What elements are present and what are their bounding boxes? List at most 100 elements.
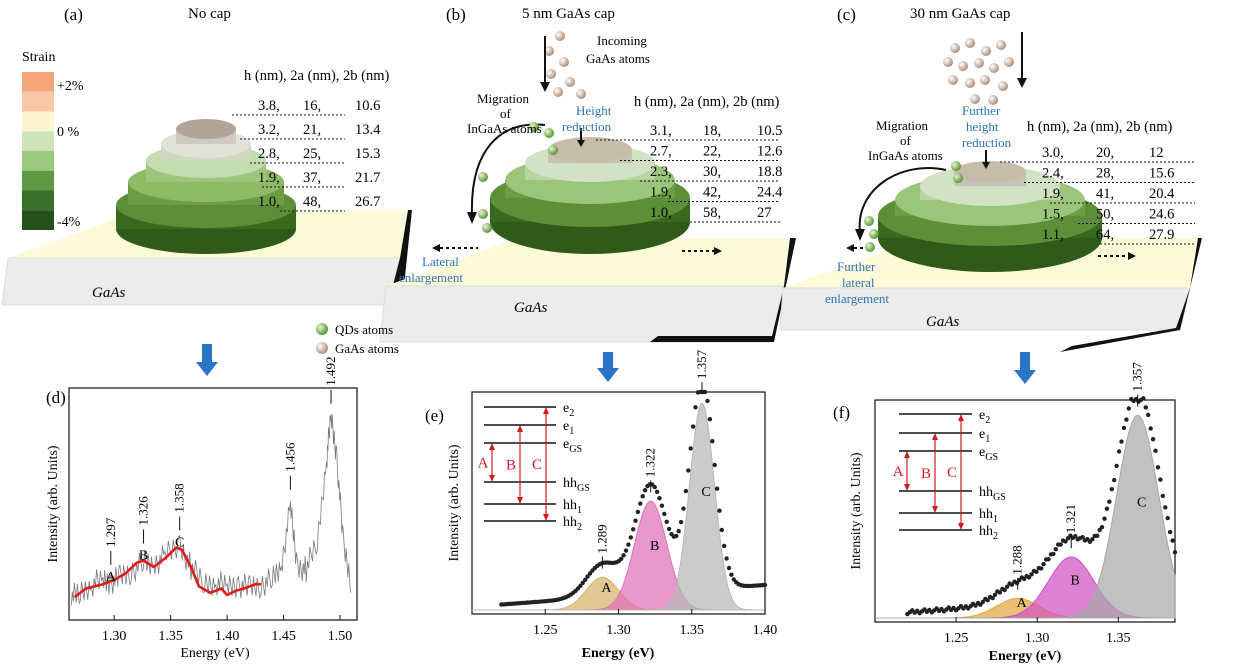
label-backdrop	[891, 462, 905, 480]
data-point	[717, 508, 722, 513]
data-point	[693, 405, 698, 410]
size-table-b-cell: 58,	[703, 205, 721, 221]
size-table-b-cell: 3.1,	[650, 123, 672, 139]
arrow-head	[932, 506, 938, 513]
size-table-c-cell: 3.0,	[1042, 145, 1064, 161]
data-point	[1121, 425, 1127, 431]
energy-level-label: hhGS	[563, 476, 590, 494]
size-table-b-cell: 10.5	[757, 123, 782, 139]
data-point	[635, 509, 641, 515]
size-table-b-cell: 18.8	[757, 164, 782, 180]
size-table-c-cell: 2.4,	[1042, 166, 1064, 182]
migration-label-b-3: InGaAs atoms	[467, 121, 542, 136]
chart-d-tick-label: 1.45	[271, 629, 296, 644]
size-table-a-cell: 10.6	[355, 98, 380, 114]
data-point	[659, 503, 665, 508]
down-arrow-icon	[597, 352, 619, 382]
data-point	[990, 595, 995, 601]
data-point	[662, 511, 667, 517]
size-table-c-cell: 50,	[1096, 207, 1114, 223]
data-point	[621, 553, 626, 558]
migration-label-b-2: of	[500, 106, 512, 121]
chart-f: (f) 1.288 A 1.321 B 1.357 C 1.25 1.30 1.35 e2e1…	[833, 362, 1178, 664]
energy-level-label: hh2	[563, 515, 582, 533]
chart-f-xlabel: Energy (eV)	[989, 649, 1062, 664]
data-point	[1002, 587, 1007, 593]
data-point	[642, 488, 648, 493]
transition-label: B	[506, 458, 516, 474]
chart-f-tick-label: 1.30	[1025, 631, 1050, 646]
data-point	[1116, 449, 1122, 454]
data-point	[619, 556, 624, 561]
label-backdrop	[919, 464, 933, 482]
data-point	[666, 526, 672, 532]
arrow-head	[543, 514, 549, 521]
size-table-b-cell: 22,	[703, 144, 721, 160]
data-point	[1073, 534, 1078, 539]
peak-letter-label: B	[650, 539, 659, 554]
fit-line	[73, 546, 261, 599]
legend-gaas-atoms: GaAs atoms	[335, 341, 399, 356]
data-point	[722, 543, 727, 549]
chart-f-tick-label: 1.35	[1106, 631, 1131, 646]
data-point	[1104, 506, 1110, 511]
size-table-a-cell: 15.3	[355, 146, 380, 162]
chart-f-frame	[874, 399, 1176, 623]
size-table-a-cell: 1.9,	[258, 170, 280, 186]
strain-swatch	[22, 190, 54, 211]
data-point	[1009, 582, 1015, 587]
size-table-b-cell: 12.6	[757, 144, 782, 160]
strain-label-max: +2%	[57, 79, 84, 94]
size-table-c-cell: 27.9	[1149, 227, 1174, 243]
size-table-b-cell: 1.0,	[650, 205, 672, 221]
migration-label-c-1: Migration	[876, 118, 928, 133]
data-point	[1039, 566, 1044, 571]
data-point	[702, 389, 708, 395]
data-point	[1051, 551, 1056, 557]
chart-d-tick-label: 1.50	[328, 629, 353, 644]
size-table-c-cell: 20.4	[1149, 186, 1175, 202]
migration-label-c-2: of	[900, 133, 912, 148]
data-point	[1058, 542, 1063, 547]
strain-title: Strain	[22, 50, 55, 65]
incoming-label-1: Incoming	[597, 33, 647, 48]
size-table-b-cell: 30,	[703, 164, 721, 180]
peak-energy-label: 1.326	[136, 496, 151, 526]
data-point	[1080, 535, 1085, 540]
size-table-c-cell: 24.6	[1149, 207, 1174, 223]
chart-d-ylabel: Intensity (arb. Units)	[46, 445, 61, 562]
strain-label-zero: 0 %	[57, 125, 80, 140]
data-point	[714, 486, 720, 491]
lateral-label-c-1: Further	[837, 259, 876, 274]
data-point	[583, 577, 588, 582]
data-point	[726, 565, 732, 571]
data-point	[1158, 477, 1163, 482]
data-point	[1046, 557, 1051, 562]
label-backdrop	[945, 463, 959, 481]
size-table-b-cell: 42,	[703, 185, 721, 201]
data-point	[657, 496, 662, 501]
peak-energy-label: 1.289	[594, 524, 609, 553]
data-point	[997, 590, 1003, 595]
height-label-c-3: reduction	[962, 135, 1012, 150]
chart-e-tick-label: 1.30	[606, 623, 631, 638]
size-table-c-cell: 1.5,	[1042, 207, 1064, 223]
peak-energy-label: 1.297	[103, 517, 118, 547]
data-point	[654, 489, 660, 494]
data-point	[1124, 417, 1129, 422]
energy-level-label: e2	[563, 401, 574, 419]
arrow-head	[958, 523, 964, 530]
panel-c-title: 30 nm GaAs cap	[910, 6, 1010, 22]
data-point	[1170, 538, 1175, 543]
panel-b: (b) 5 nm GaAs cap Incoming GaAs atoms Ga…	[316, 5, 796, 356]
size-table-c-cell: 1.1,	[1042, 227, 1064, 243]
panel-label-d: (d)	[46, 388, 66, 407]
migration-b: Migration of InGaAs atoms Height reducti…	[399, 91, 722, 285]
incoming-atoms-c	[943, 32, 1027, 105]
peak-energy-label: 1.321	[1063, 504, 1078, 533]
data-point	[1026, 575, 1032, 580]
lateral-label-b-1: Lateral	[422, 254, 459, 269]
data-point	[681, 506, 686, 511]
legend-qd-atoms: QDs atoms	[335, 322, 393, 337]
